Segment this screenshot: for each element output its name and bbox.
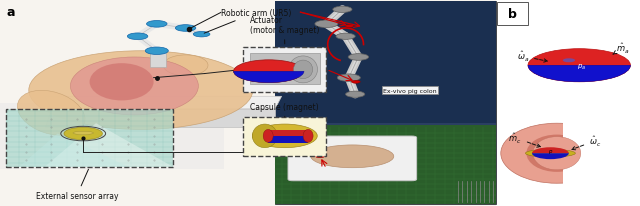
Polygon shape bbox=[45, 124, 173, 167]
Circle shape bbox=[145, 48, 168, 55]
Circle shape bbox=[64, 128, 102, 140]
Ellipse shape bbox=[303, 130, 313, 143]
Polygon shape bbox=[268, 136, 308, 143]
Bar bbox=[275, 2, 496, 124]
Circle shape bbox=[336, 34, 355, 40]
FancyBboxPatch shape bbox=[243, 117, 326, 157]
Bar bbox=[275, 2, 496, 204]
Circle shape bbox=[234, 61, 304, 83]
Text: External sensor array: External sensor array bbox=[36, 169, 118, 200]
Ellipse shape bbox=[252, 124, 317, 148]
Ellipse shape bbox=[17, 91, 85, 136]
Ellipse shape bbox=[73, 132, 93, 135]
Circle shape bbox=[348, 54, 369, 61]
Ellipse shape bbox=[311, 145, 394, 168]
Text: Actuator
(motor & magnet): Actuator (motor & magnet) bbox=[250, 16, 319, 45]
Ellipse shape bbox=[77, 133, 90, 135]
Ellipse shape bbox=[289, 57, 317, 83]
Text: $\hat{\omega}_a$: $\hat{\omega}_a$ bbox=[516, 50, 547, 64]
Circle shape bbox=[351, 81, 360, 84]
Ellipse shape bbox=[163, 56, 208, 76]
Circle shape bbox=[147, 21, 167, 28]
Polygon shape bbox=[45, 109, 275, 128]
Text: $p$: $p$ bbox=[548, 147, 553, 155]
Ellipse shape bbox=[532, 137, 581, 170]
Bar bbox=[275, 126, 496, 204]
Circle shape bbox=[127, 34, 148, 40]
Text: Capsule (magnet): Capsule (magnet) bbox=[250, 102, 318, 117]
Bar bbox=[563, 123, 627, 184]
Ellipse shape bbox=[252, 124, 277, 148]
Wedge shape bbox=[532, 147, 569, 153]
Bar bbox=[150, 52, 166, 68]
Wedge shape bbox=[528, 66, 630, 82]
Text: $\hat{\omega}_c$: $\hat{\omega}_c$ bbox=[572, 134, 602, 150]
Ellipse shape bbox=[526, 135, 588, 172]
Circle shape bbox=[337, 75, 360, 82]
Circle shape bbox=[316, 155, 324, 158]
Circle shape bbox=[346, 92, 365, 98]
Bar bbox=[0, 0, 496, 206]
Polygon shape bbox=[0, 103, 224, 169]
FancyBboxPatch shape bbox=[497, 3, 528, 26]
Text: a: a bbox=[6, 6, 15, 19]
Wedge shape bbox=[532, 153, 569, 159]
Ellipse shape bbox=[294, 61, 313, 79]
FancyBboxPatch shape bbox=[243, 47, 326, 93]
Circle shape bbox=[528, 49, 630, 82]
Polygon shape bbox=[45, 97, 282, 109]
Text: $\hat{m}_a$: $\hat{m}_a$ bbox=[613, 42, 630, 56]
Polygon shape bbox=[250, 54, 320, 84]
Circle shape bbox=[563, 59, 575, 63]
Ellipse shape bbox=[263, 130, 273, 143]
Polygon shape bbox=[268, 130, 308, 143]
Text: b: b bbox=[508, 8, 517, 21]
Circle shape bbox=[345, 25, 354, 28]
Ellipse shape bbox=[70, 58, 198, 115]
Text: $\hat{m}_c$: $\hat{m}_c$ bbox=[509, 131, 540, 147]
Polygon shape bbox=[6, 109, 173, 167]
Text: Robotic arm (UR5): Robotic arm (UR5) bbox=[204, 9, 291, 34]
Text: $p_a$: $p_a$ bbox=[577, 63, 586, 72]
Text: Ex-vivo pig colon: Ex-vivo pig colon bbox=[383, 88, 436, 93]
Circle shape bbox=[315, 21, 338, 28]
Circle shape bbox=[193, 32, 210, 38]
Wedge shape bbox=[234, 72, 304, 83]
Circle shape bbox=[175, 26, 196, 32]
Ellipse shape bbox=[90, 64, 154, 101]
Bar bbox=[497, 0, 640, 206]
Ellipse shape bbox=[500, 124, 613, 183]
FancyBboxPatch shape bbox=[288, 136, 417, 181]
Ellipse shape bbox=[29, 52, 253, 130]
Circle shape bbox=[333, 7, 352, 13]
Ellipse shape bbox=[525, 150, 575, 157]
Polygon shape bbox=[19, 134, 128, 167]
